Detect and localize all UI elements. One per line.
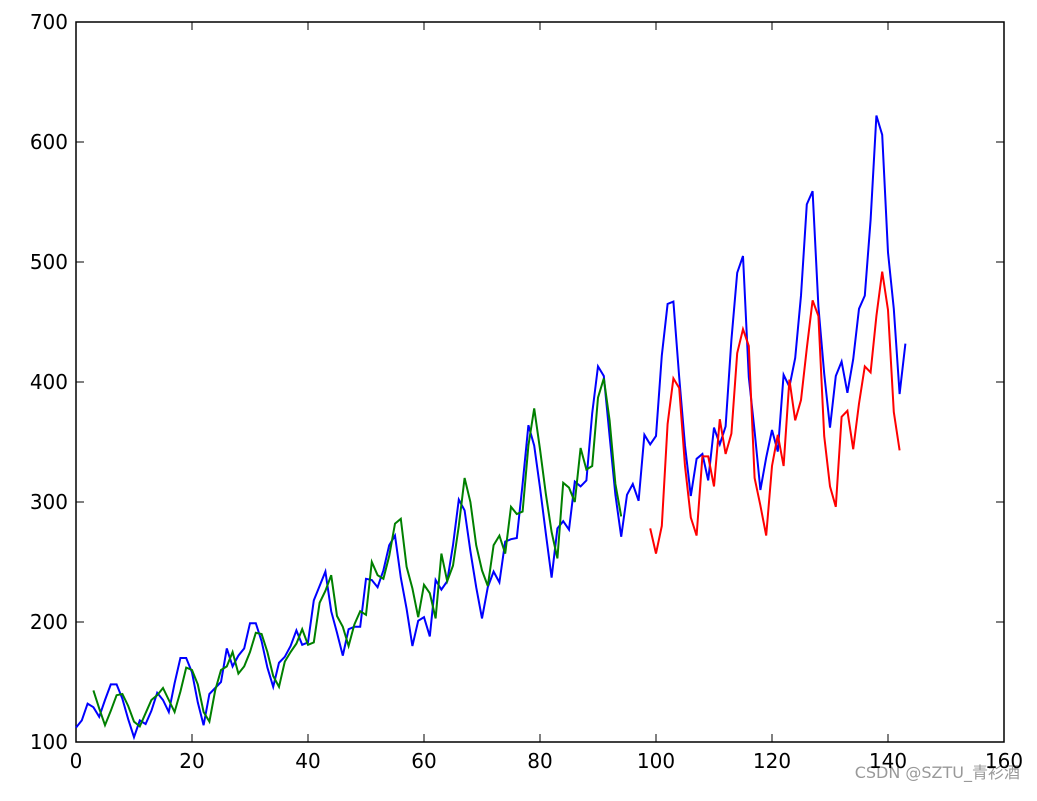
y-tick-label: 500 xyxy=(30,250,68,274)
y-tick-label: 600 xyxy=(30,130,68,154)
watermark: CSDN @SZTU_青衫酒 xyxy=(855,763,1020,783)
series-line xyxy=(649,271,901,554)
x-tick-label: 140 xyxy=(869,749,907,773)
y-tick-label: 100 xyxy=(30,730,68,754)
x-tick-label: 160 xyxy=(985,749,1023,773)
y-tick-label: 400 xyxy=(30,370,68,394)
y-tick-label: 200 xyxy=(30,610,68,634)
plot-frame xyxy=(75,21,1005,743)
x-tick-label: 120 xyxy=(753,749,791,773)
y-tick-label: 300 xyxy=(30,490,68,514)
y-tick-label: 700 xyxy=(30,10,68,34)
x-tick-label: 100 xyxy=(637,749,675,773)
series-line xyxy=(92,378,623,729)
x-tick-label: 60 xyxy=(411,749,436,773)
series-line xyxy=(75,115,907,741)
x-tick-label: 40 xyxy=(295,749,320,773)
x-tick-label: 80 xyxy=(527,749,552,773)
x-tick-label: 0 xyxy=(70,749,83,773)
x-tick-label: 20 xyxy=(179,749,204,773)
